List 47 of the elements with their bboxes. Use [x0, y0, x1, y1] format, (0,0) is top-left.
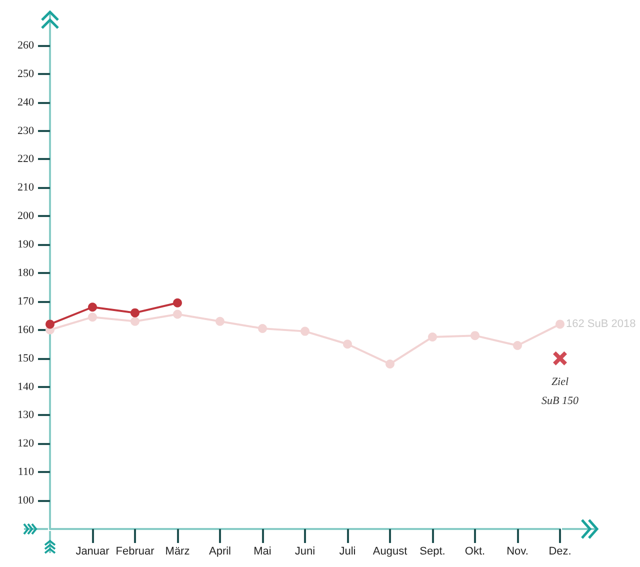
y-tick-label: 200	[18, 210, 34, 222]
y-tick-label: 100	[18, 494, 34, 507]
y-tick-label: 190	[18, 238, 34, 251]
point	[46, 320, 54, 329]
y-tick-label: 240	[18, 96, 34, 108]
point	[553, 351, 567, 366]
y-tick-label: 180	[18, 267, 34, 279]
y-tick-label: 260	[18, 39, 34, 52]
point	[470, 331, 480, 340]
point	[513, 341, 522, 350]
y-tick-label: 210	[18, 182, 34, 194]
y-tick-label: 170	[18, 295, 34, 308]
point	[173, 310, 182, 319]
y-tick-label: 230	[18, 124, 34, 137]
point	[428, 332, 437, 342]
point	[130, 316, 140, 326]
point	[216, 316, 224, 326]
x-tick-label: Sept.	[420, 546, 446, 558]
y-tick-label: 250	[18, 68, 34, 80]
annotation: Ziel SuB 150	[542, 376, 579, 407]
y-tick-label: 120	[18, 438, 34, 450]
x-tick-label: Juli	[339, 546, 356, 558]
point	[173, 298, 182, 308]
point	[88, 312, 97, 322]
point	[343, 340, 352, 349]
point	[386, 360, 394, 369]
y-tick-label: 160	[18, 324, 34, 336]
point	[258, 324, 267, 333]
y-tick-label: 140	[18, 380, 34, 393]
y-tick-label: 130	[18, 409, 34, 422]
point	[556, 320, 564, 329]
x-tick-label: März	[165, 546, 190, 558]
point	[300, 326, 310, 336]
y-tick-label: 220	[18, 153, 34, 166]
x-tick-label: Okt.	[464, 546, 486, 558]
y-tick-label: 150	[18, 352, 34, 364]
y-tick-label: 110	[18, 466, 34, 478]
x-tick-label: Februar	[116, 546, 155, 558]
x-tick-label: Januar	[76, 546, 110, 558]
x-tick-label: Juni	[294, 546, 316, 558]
x-tick-label: April	[208, 546, 232, 558]
x-tick-label: Nov.	[506, 546, 528, 558]
point	[130, 308, 140, 318]
x-tick-label: Dez.	[548, 546, 572, 558]
point	[88, 302, 97, 312]
x-tick-label: August	[372, 546, 408, 558]
x-tick-label: Mai	[254, 546, 272, 558]
